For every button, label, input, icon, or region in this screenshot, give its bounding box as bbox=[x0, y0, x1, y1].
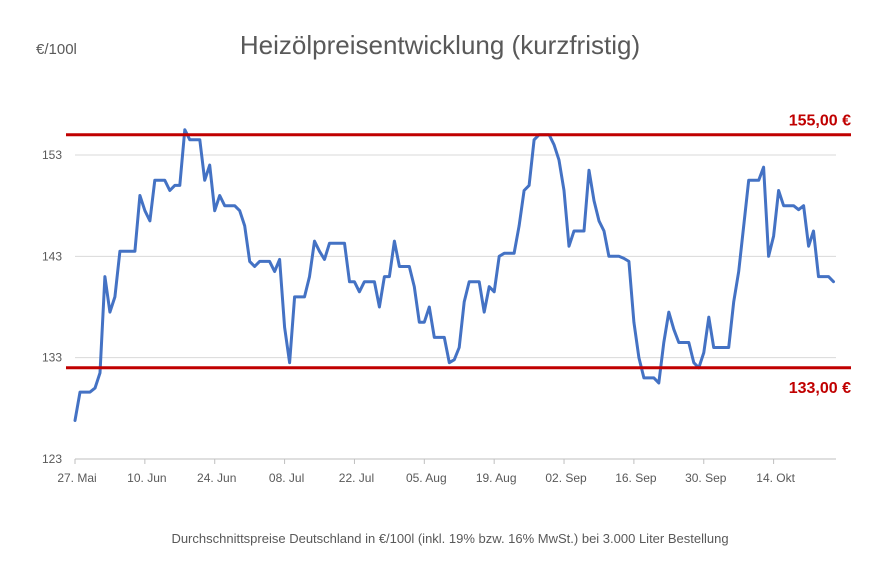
y-unit-label: €/100l bbox=[36, 41, 77, 58]
x-tick-label: 22. Jul bbox=[339, 471, 374, 485]
y-tick-label: 123 bbox=[42, 452, 62, 466]
x-tick-label: 30. Sep bbox=[685, 471, 727, 485]
reference-line-label: 133,00 € bbox=[789, 380, 851, 397]
reference-lines: 155,00 € 133,00 € bbox=[66, 113, 851, 397]
x-tick-label: 24. Jun bbox=[197, 471, 236, 485]
footnote: Durchschnittspreise Deutschland in €/100… bbox=[171, 531, 729, 546]
price-series-line bbox=[73, 128, 835, 422]
x-tick-label: 14. Okt bbox=[756, 471, 795, 485]
x-tick-label: 02. Sep bbox=[545, 471, 587, 485]
x-tick-label: 19. Aug bbox=[476, 471, 517, 485]
x-tick-label: 05. Aug bbox=[406, 471, 447, 485]
y-tick-label: 133 bbox=[42, 351, 62, 365]
chart-title: Heizölpreisentwicklung (kurzfristig) bbox=[239, 30, 641, 60]
y-tick-label: 153 bbox=[42, 148, 62, 162]
reference-line-label: 155,00 € bbox=[789, 113, 851, 130]
grid-lines bbox=[75, 154, 836, 460]
x-tick-label: 08. Jul bbox=[269, 471, 304, 485]
x-tick-label: 16. Sep bbox=[615, 471, 657, 485]
series-layer bbox=[73, 128, 835, 422]
x-tick-label: 10. Jun bbox=[127, 471, 166, 485]
y-tick-label: 143 bbox=[42, 249, 62, 263]
x-tick-label: 27. Mai bbox=[57, 471, 96, 485]
y-axis-ticks: 123 133 143 153 bbox=[42, 148, 62, 466]
x-axis-ticks: 27. Mai 10. Jun 24. Jun 08. Jul 22. Jul 05. A… bbox=[57, 459, 796, 485]
